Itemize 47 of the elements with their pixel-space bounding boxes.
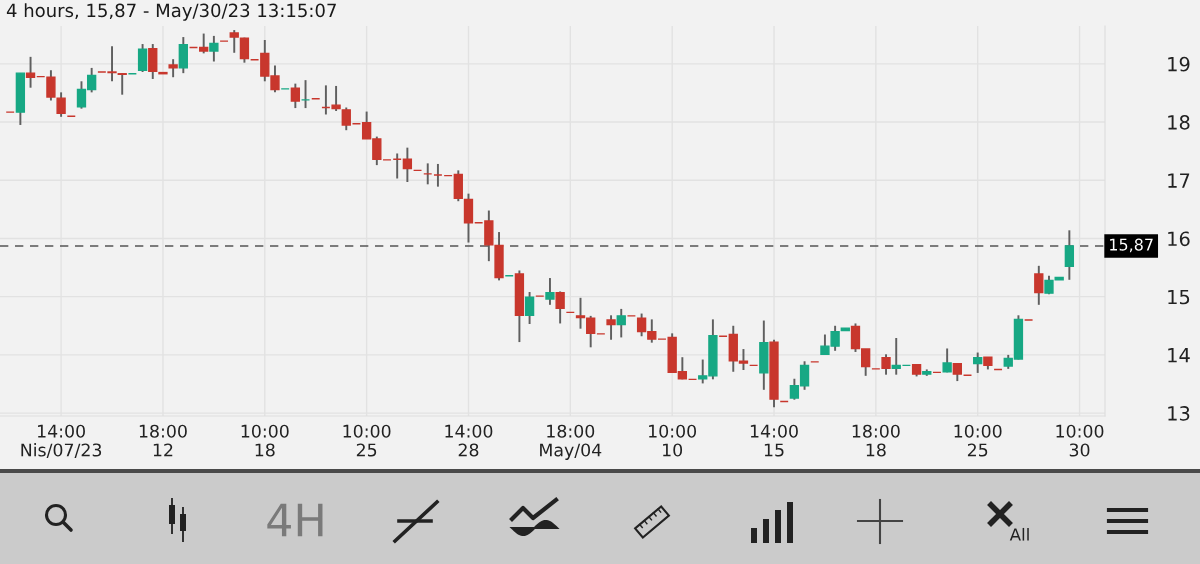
x-tick-label: 14:00 15 bbox=[750, 424, 798, 457]
candlestick bbox=[148, 43, 158, 80]
candlestick bbox=[463, 192, 474, 244]
text: All bbox=[1009, 527, 1029, 541]
candlestick bbox=[1064, 229, 1075, 281]
candlestick bbox=[545, 277, 555, 306]
candlestick bbox=[1034, 264, 1044, 306]
candlestick bbox=[168, 58, 178, 79]
candlestick bbox=[586, 314, 596, 349]
text: 4H bbox=[267, 503, 323, 537]
ref-line-label: 15,87 bbox=[1110, 238, 1153, 253]
candlestick bbox=[229, 29, 239, 54]
candlestick bbox=[178, 36, 188, 75]
candlestick bbox=[209, 34, 219, 63]
y-tick-label: 16 bbox=[1168, 231, 1190, 247]
x-tick-label: 10:00 18 bbox=[241, 424, 289, 457]
candlestick bbox=[575, 296, 586, 330]
candlestick bbox=[616, 307, 626, 339]
x-tick-label: 18:00 18 bbox=[852, 424, 900, 457]
candlestick bbox=[402, 146, 413, 183]
x-tick-label: 10:00 25 bbox=[343, 424, 391, 457]
candlestick bbox=[524, 291, 535, 325]
x-tick-label: 18:00 May/04 bbox=[540, 424, 602, 460]
y-tick-label: 13 bbox=[1168, 406, 1190, 421]
candlestick bbox=[117, 72, 127, 96]
y-tick-label: 15 bbox=[1168, 289, 1190, 305]
candlestick bbox=[290, 82, 301, 110]
candlestick bbox=[137, 43, 148, 73]
candlestick bbox=[453, 169, 463, 203]
y-tick-label: 18 bbox=[1168, 115, 1190, 130]
candlestick bbox=[973, 351, 983, 374]
candlestick bbox=[199, 32, 209, 55]
x-tick-label: 18:00 12 bbox=[139, 424, 187, 457]
candlestick bbox=[606, 314, 616, 341]
x-tick-label: 14:00 28 bbox=[445, 424, 493, 457]
y-tick-label: 17 bbox=[1168, 173, 1190, 188]
x-tick-label: 10:00 10 bbox=[649, 424, 697, 457]
x-tick-label: 10:00 25 bbox=[954, 424, 1002, 457]
x-tick-label: 14:00 Nis/07/23 bbox=[21, 424, 102, 458]
y-tick-label: 14 bbox=[1168, 348, 1190, 363]
candlestick bbox=[555, 290, 565, 325]
x-tick-label: 10:00 30 bbox=[1056, 424, 1104, 457]
candlestick bbox=[738, 348, 749, 371]
candlestick bbox=[25, 55, 36, 89]
candlestick bbox=[239, 36, 250, 64]
y-tick-label: 19 bbox=[1168, 56, 1190, 72]
chart-title: 4 hours, 15,87 - May/30/23 13:15:07 bbox=[6, 3, 336, 21]
